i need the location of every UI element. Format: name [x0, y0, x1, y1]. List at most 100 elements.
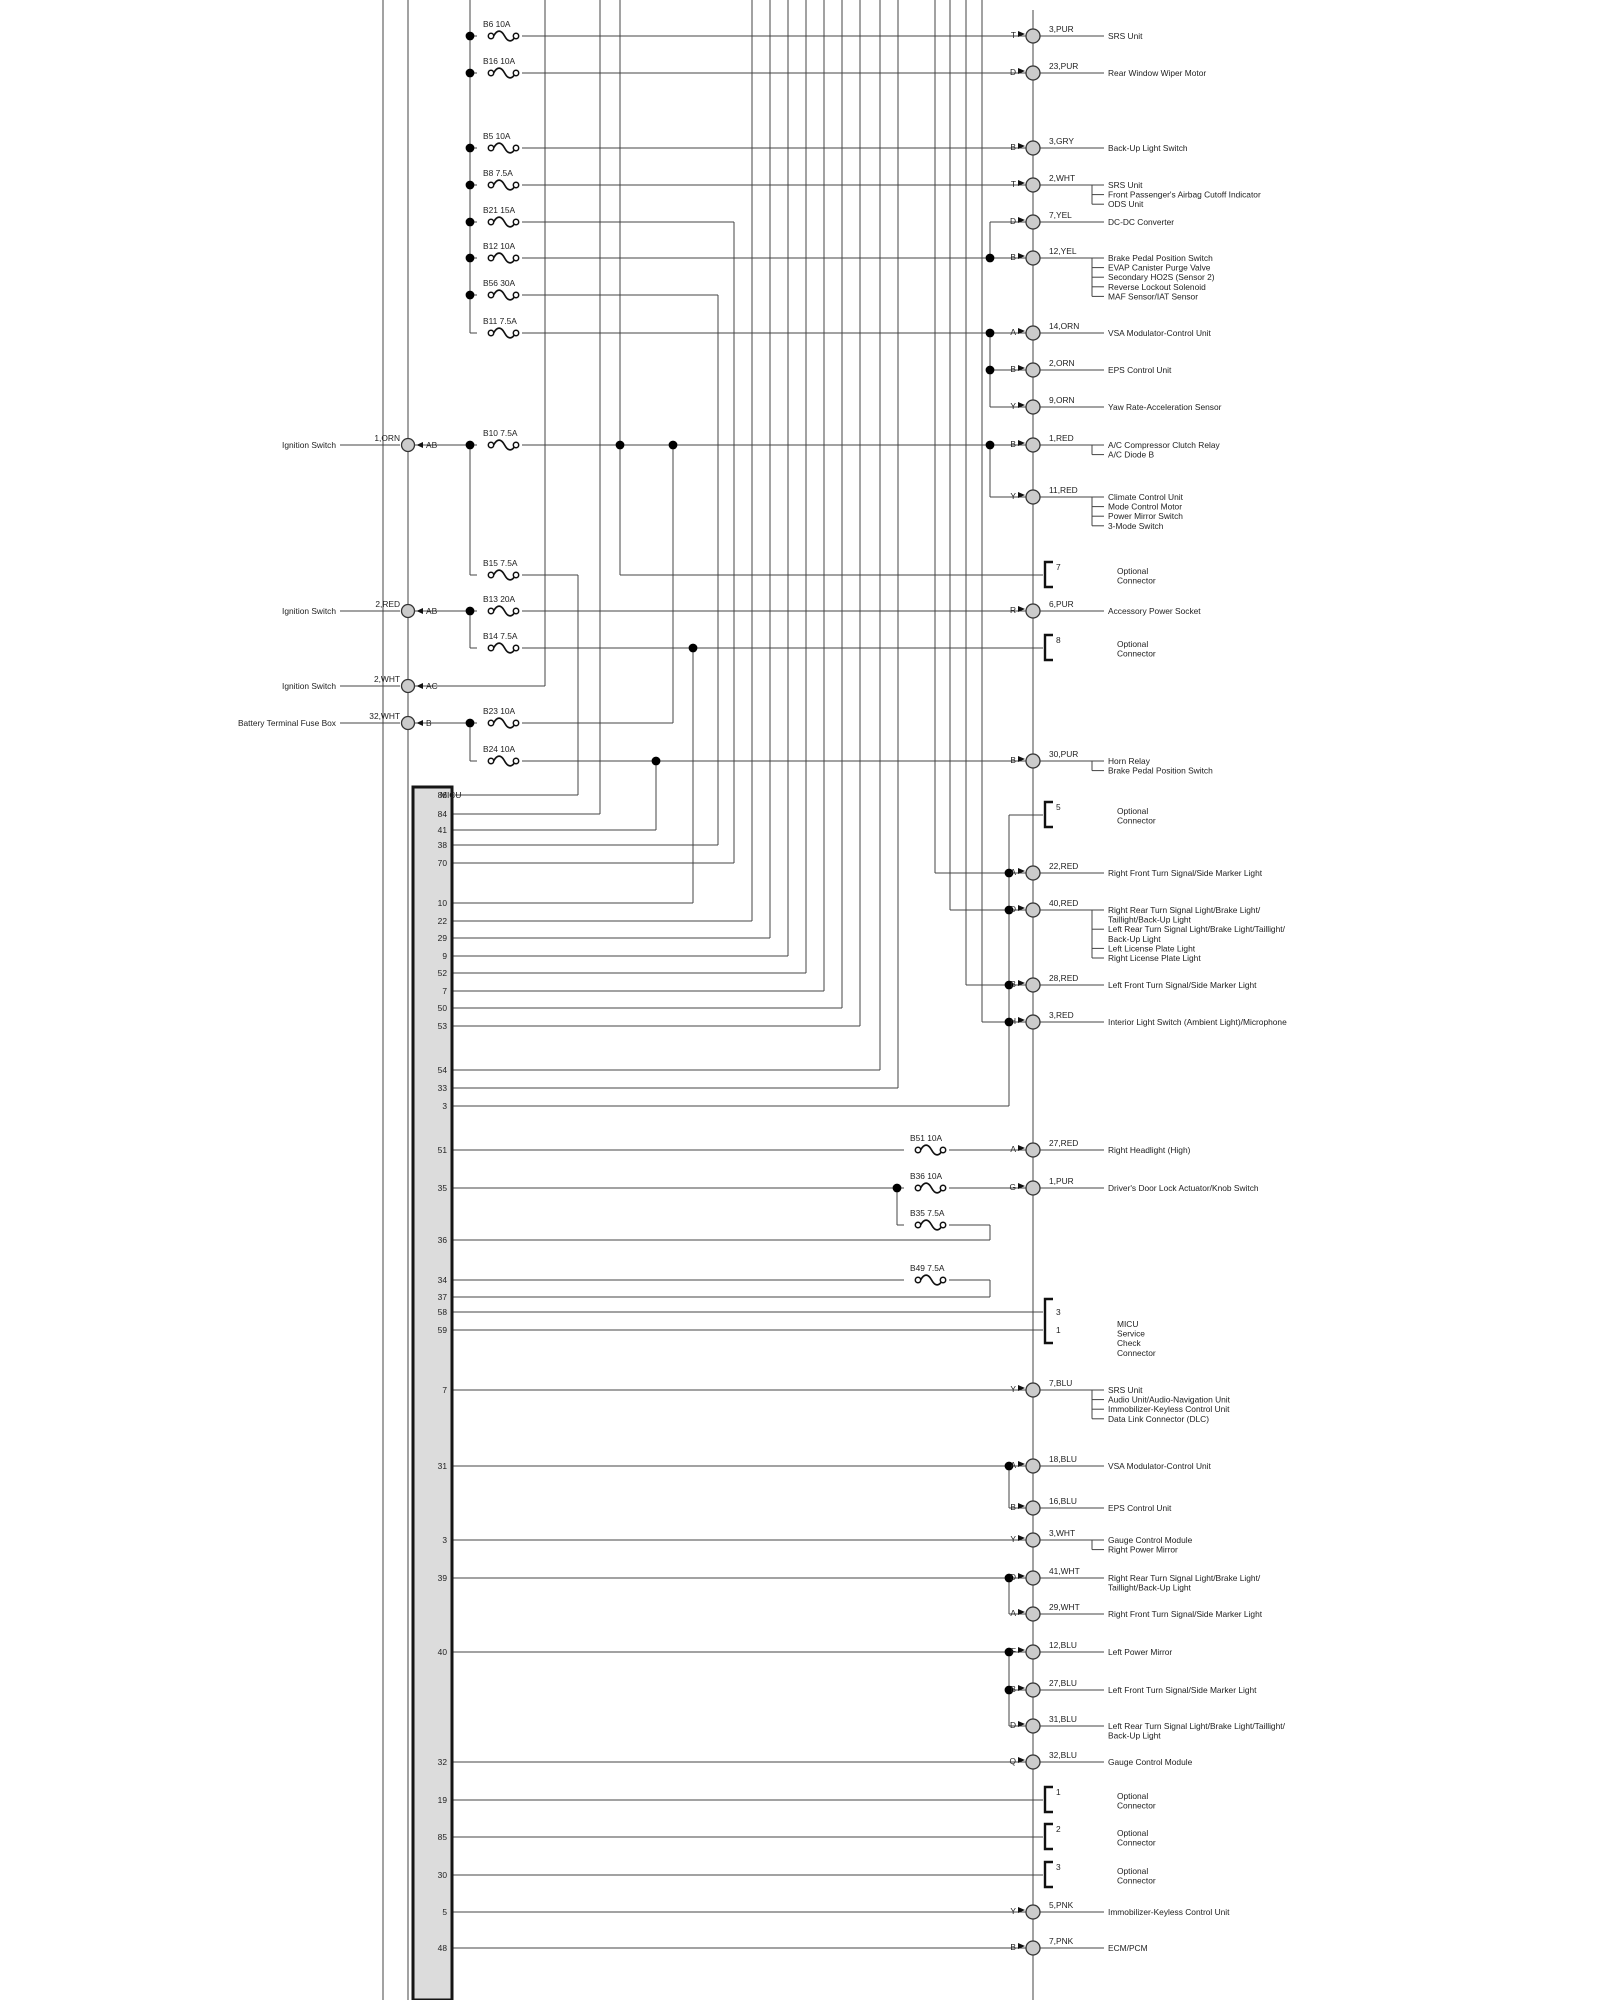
- optional-connector-number: 3: [1056, 1862, 1061, 1872]
- optional-connector-label: Connector: [1117, 576, 1156, 586]
- junction-dot: [651, 756, 661, 766]
- fuse-gap: [904, 1219, 949, 1231]
- feed-source-label: Ignition Switch: [282, 440, 336, 450]
- fuse-gap: [477, 717, 522, 729]
- pin-arrow-icon: [1018, 1503, 1025, 1509]
- target-label: Accessory Power Socket: [1108, 606, 1201, 616]
- target-label: SRS Unit: [1108, 1385, 1143, 1395]
- pin-arrow-icon: [1018, 1609, 1025, 1615]
- wire-color-label: 3,WHT: [1049, 1528, 1075, 1538]
- target-label: Back-Up Light Switch: [1108, 143, 1188, 153]
- fuse-gap: [477, 327, 522, 339]
- fuse-terminal-icon: [512, 329, 520, 337]
- micu-pin-number: 54: [438, 1065, 448, 1075]
- micu-pin-number: 35: [438, 1183, 448, 1193]
- inline-connector-icon: [400, 603, 416, 619]
- feed-connector-id: AB: [426, 440, 438, 450]
- pin-letter: F: [1011, 1646, 1016, 1656]
- target-label: Right Rear Turn Signal Light/Brake Light…: [1108, 905, 1261, 915]
- fuse-terminal-icon: [487, 144, 495, 152]
- wire-color-label: 3,GRY: [1049, 136, 1074, 146]
- target-label: Right Rear Turn Signal Light/Brake Light…: [1108, 1573, 1261, 1583]
- fuse-label: B36 10A: [910, 1171, 943, 1181]
- fuse-terminal-icon: [512, 218, 520, 226]
- junction-dot: [688, 643, 698, 653]
- fuse-element-icon: [492, 30, 517, 42]
- pin-arrow-icon: [1018, 1145, 1025, 1151]
- pin-arrow-icon: [1018, 365, 1025, 371]
- junction-dot: [1004, 1461, 1014, 1471]
- micu-pin-number: 85: [438, 1832, 448, 1842]
- junction-dot: [1004, 905, 1014, 915]
- pin-arrow-icon: [1018, 402, 1025, 408]
- pin-arrow-icon: [1018, 440, 1025, 446]
- inline-connector-icon: [400, 678, 416, 694]
- target-label: Brake Pedal Position Switch: [1108, 253, 1213, 263]
- target-label: A/C Compressor Clutch Relay: [1108, 440, 1221, 450]
- bus-connector-icon: [1025, 250, 1041, 266]
- optional-connector-number: 2: [1056, 1824, 1061, 1834]
- pin-letter: D: [1010, 904, 1016, 914]
- optional-connector-label: Connector: [1117, 816, 1156, 826]
- target-label: Yaw Rate-Acceleration Sensor: [1108, 402, 1222, 412]
- optional-connector-bracket-icon: [1043, 1860, 1053, 1889]
- fuse-terminal-icon: [914, 1221, 922, 1229]
- pin-letter: A: [1010, 867, 1016, 877]
- pin-arrow-icon: [1018, 143, 1025, 149]
- pin-letter: B: [1010, 755, 1016, 765]
- fuse-terminal-icon: [487, 181, 495, 189]
- bus-connector-icon: [1025, 1500, 1041, 1516]
- fuse-terminal-icon: [512, 644, 520, 652]
- pin-arrow-icon: [1018, 328, 1025, 334]
- target-label: Front Passenger's Airbag Cutoff Indicato…: [1108, 190, 1261, 200]
- fuse-terminal-icon: [512, 719, 520, 727]
- feed-source-label: Ignition Switch: [282, 606, 336, 616]
- wire-color-label: 1,RED: [1049, 433, 1074, 443]
- micu-pin-number: 50: [438, 1003, 448, 1013]
- fuse-terminal-icon: [939, 1221, 947, 1229]
- fuse-terminal-icon: [487, 291, 495, 299]
- bus-connector-icon: [1025, 753, 1041, 769]
- wire-color-label: 2,ORN: [1049, 358, 1075, 368]
- wire-color-label: 3,RED: [1049, 1010, 1074, 1020]
- target-label: Taillight/Back-Up Light: [1108, 915, 1192, 925]
- bus-connector-icon: [1025, 977, 1041, 993]
- pin-arrow-icon: [1018, 1907, 1025, 1913]
- feed-wire-label: 2,WHT: [374, 674, 400, 684]
- pin-letter: T: [1011, 30, 1016, 40]
- fuse-element-icon: [919, 1144, 944, 1156]
- service-check-connector-bracket-icon: [1043, 1297, 1053, 1345]
- pin-arrow-icon: [1018, 180, 1025, 186]
- feed-wire-label: 2,RED: [375, 599, 400, 609]
- junction-dot: [1004, 868, 1014, 878]
- pin-letter: A: [1010, 1460, 1016, 1470]
- target-label: Horn Relay: [1108, 756, 1151, 766]
- pin-letter: Y: [1010, 1906, 1016, 1916]
- micu-pin-number: 19: [438, 1795, 448, 1805]
- bus-connector-icon: [1025, 1904, 1041, 1920]
- pin-letter: Y: [1010, 401, 1016, 411]
- target-label: ODS Unit: [1108, 199, 1144, 209]
- micu-title: MICU: [440, 790, 461, 800]
- feed-connector-id: AC: [426, 681, 438, 691]
- wire-color-label: 27,BLU: [1049, 1678, 1077, 1688]
- fuse-terminal-icon: [487, 32, 495, 40]
- fuse-terminal-icon: [487, 254, 495, 262]
- target-label: Back-Up Light: [1108, 934, 1161, 944]
- fuse-terminal-icon: [939, 1146, 947, 1154]
- pin-letter: D: [1010, 1572, 1016, 1582]
- fuse-terminal-icon: [939, 1184, 947, 1192]
- pin-letter: H: [1010, 1016, 1016, 1026]
- fuse-terminal-icon: [512, 607, 520, 615]
- fuse-terminal-icon: [487, 719, 495, 727]
- pin-arrow-icon: [1018, 1385, 1025, 1391]
- optional-connector-label: Optional: [1117, 1791, 1148, 1801]
- micu-pin-number: 70: [438, 858, 448, 868]
- pin-letter: D: [1010, 216, 1016, 226]
- fuse-label: B24 10A: [483, 744, 516, 754]
- bus-connector-icon: [1025, 1940, 1041, 1956]
- target-label: Secondary HO2S (Sensor 2): [1108, 272, 1215, 282]
- inline-connector-icon: [400, 715, 416, 731]
- fuse-label: B49 7.5A: [910, 1263, 945, 1273]
